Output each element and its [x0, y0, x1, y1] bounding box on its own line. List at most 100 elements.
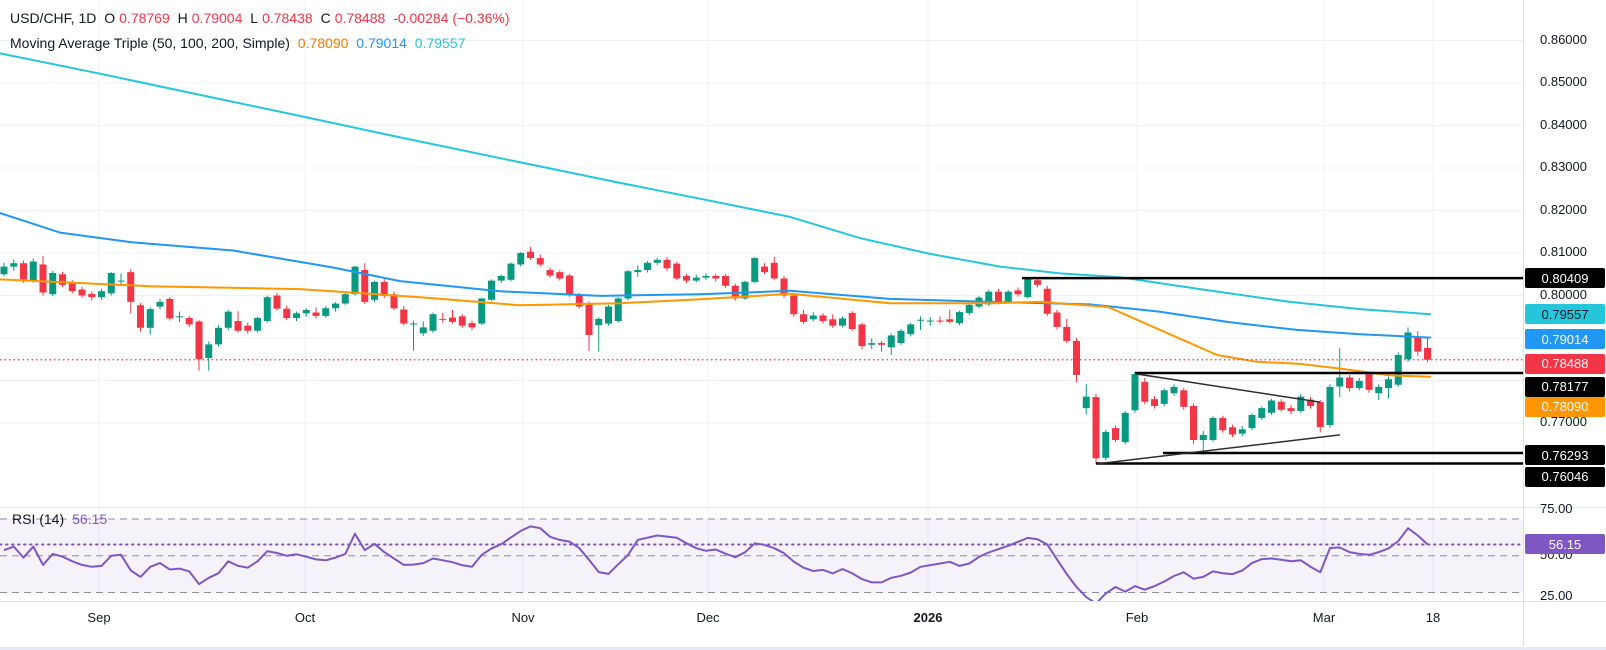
candle-body — [1151, 399, 1158, 406]
rsi-indicator-legend[interactable]: RSI (14) 56.15 — [12, 511, 115, 527]
trendline[interactable] — [1134, 372, 1321, 403]
price-axis[interactable]: 0.86000 0.85000 0.84000 0.83000 0.82000 0.810… — [1524, 0, 1606, 603]
price-tick-label: 0.86000 — [1540, 31, 1587, 47]
candle-body — [1268, 400, 1275, 413]
candle-body — [1365, 374, 1373, 390]
close-value: 0.78488 — [334, 10, 386, 26]
trendline[interactable] — [1097, 434, 1341, 465]
candle-body — [234, 321, 242, 331]
candle-body — [1034, 280, 1041, 285]
candle-body — [10, 263, 18, 267]
rsi-value: 56.15 — [72, 511, 108, 527]
time-label: Feb — [1125, 610, 1149, 625]
candle-body — [868, 343, 876, 345]
candle-body — [1121, 412, 1129, 443]
candle-body — [595, 318, 603, 326]
price-level-badge: 0.76293 — [1525, 445, 1605, 466]
candle-body — [312, 312, 320, 316]
ohlc-row: USD/CHF, 1D O 0.78769 H 0.79004 L 0.78438 C… — [10, 6, 514, 31]
price-level-badge: 0.78090 — [1525, 396, 1605, 417]
candle-body — [936, 320, 944, 322]
symbol-legend[interactable]: USD/CHF, 1D O 0.78769 H 0.79004 L 0.78438 C… — [10, 6, 514, 56]
price-tick-label: 0.82000 — [1540, 201, 1587, 217]
high-value: 0.79004 — [191, 10, 243, 26]
candle-body — [692, 277, 700, 281]
price-tick-label: 0.80000 — [1540, 286, 1587, 302]
candle-body — [127, 272, 135, 302]
candle-body — [137, 305, 144, 328]
ma200-value: 0.79557 — [414, 35, 466, 51]
candle-body — [166, 298, 174, 319]
candle-body — [1414, 337, 1422, 352]
time-axis[interactable]: Sep Oct Nov Dec 2026 Feb Mar 18 — [0, 601, 1606, 646]
candle-body — [507, 263, 515, 280]
candle-body — [848, 312, 856, 330]
candle-body — [380, 281, 388, 296]
candle-body — [244, 325, 252, 331]
price-level-badge: 0.76046 — [1525, 466, 1605, 487]
candle-body — [146, 309, 154, 328]
candle-body — [439, 318, 447, 320]
price-tick-label: 0.83000 — [1540, 159, 1587, 174]
candle-body — [809, 315, 817, 320]
candle-body — [819, 315, 827, 321]
price-tick-label: 0.85000 — [1540, 74, 1587, 89]
price-tick-label: 0.77000 — [1540, 414, 1587, 429]
candle-body — [751, 258, 759, 282]
time-axis-separator — [0, 601, 1606, 602]
candle-body — [1170, 386, 1178, 394]
candle-body — [254, 318, 261, 331]
candle-body — [605, 306, 612, 324]
candle-body — [624, 271, 632, 299]
candle-body — [536, 258, 544, 265]
candle-body — [1141, 381, 1149, 402]
candle-body — [1316, 402, 1324, 428]
candle-body — [195, 321, 203, 360]
candle-body — [965, 304, 973, 313]
time-label: Dec — [696, 610, 720, 625]
candle-body — [634, 270, 642, 273]
candle-body — [663, 259, 671, 269]
candle-body — [761, 266, 768, 273]
candle-body — [926, 320, 934, 322]
candle-body — [1258, 408, 1266, 418]
candle-body — [20, 263, 27, 280]
candle-body — [458, 316, 466, 326]
time-label: Mar — [1312, 610, 1336, 625]
time-label: Sep — [87, 610, 111, 625]
ma-indicator-title: Moving Average Triple (50, 100, 200, Sim… — [10, 35, 290, 51]
candle-body — [341, 294, 349, 304]
low-label: L — [250, 10, 259, 26]
price-level-badge: 0.80409 — [1525, 268, 1605, 289]
close-label: C — [320, 10, 331, 26]
time-label: Oct — [294, 610, 316, 625]
candle-body — [98, 291, 105, 298]
candle-body — [995, 291, 1002, 302]
candle-body — [1307, 399, 1314, 406]
candle-body — [1394, 355, 1402, 385]
candle-body — [683, 275, 690, 281]
candle-body — [361, 270, 369, 302]
rsi-indicator-title: RSI (14) — [12, 511, 65, 527]
candle-body — [1063, 326, 1071, 341]
candle-body — [614, 298, 622, 321]
candle-body — [1404, 332, 1412, 360]
candle-body — [478, 298, 486, 324]
open-value: 0.78769 — [119, 10, 170, 26]
candle-body — [722, 275, 729, 286]
candle-body — [400, 309, 408, 324]
candle-body — [468, 323, 476, 328]
pane-separator[interactable] — [0, 507, 1606, 508]
candle-body — [1248, 414, 1256, 429]
candle-body — [644, 262, 651, 270]
ma200-line — [0, 52, 1431, 316]
rsi-line — [3, 525, 1429, 601]
candle-body — [59, 274, 66, 285]
candle-body — [1424, 347, 1431, 360]
candle-body — [1336, 377, 1344, 387]
candle-body — [527, 251, 534, 259]
ma50-value: 0.78090 — [297, 35, 349, 51]
candle-body — [371, 281, 378, 300]
